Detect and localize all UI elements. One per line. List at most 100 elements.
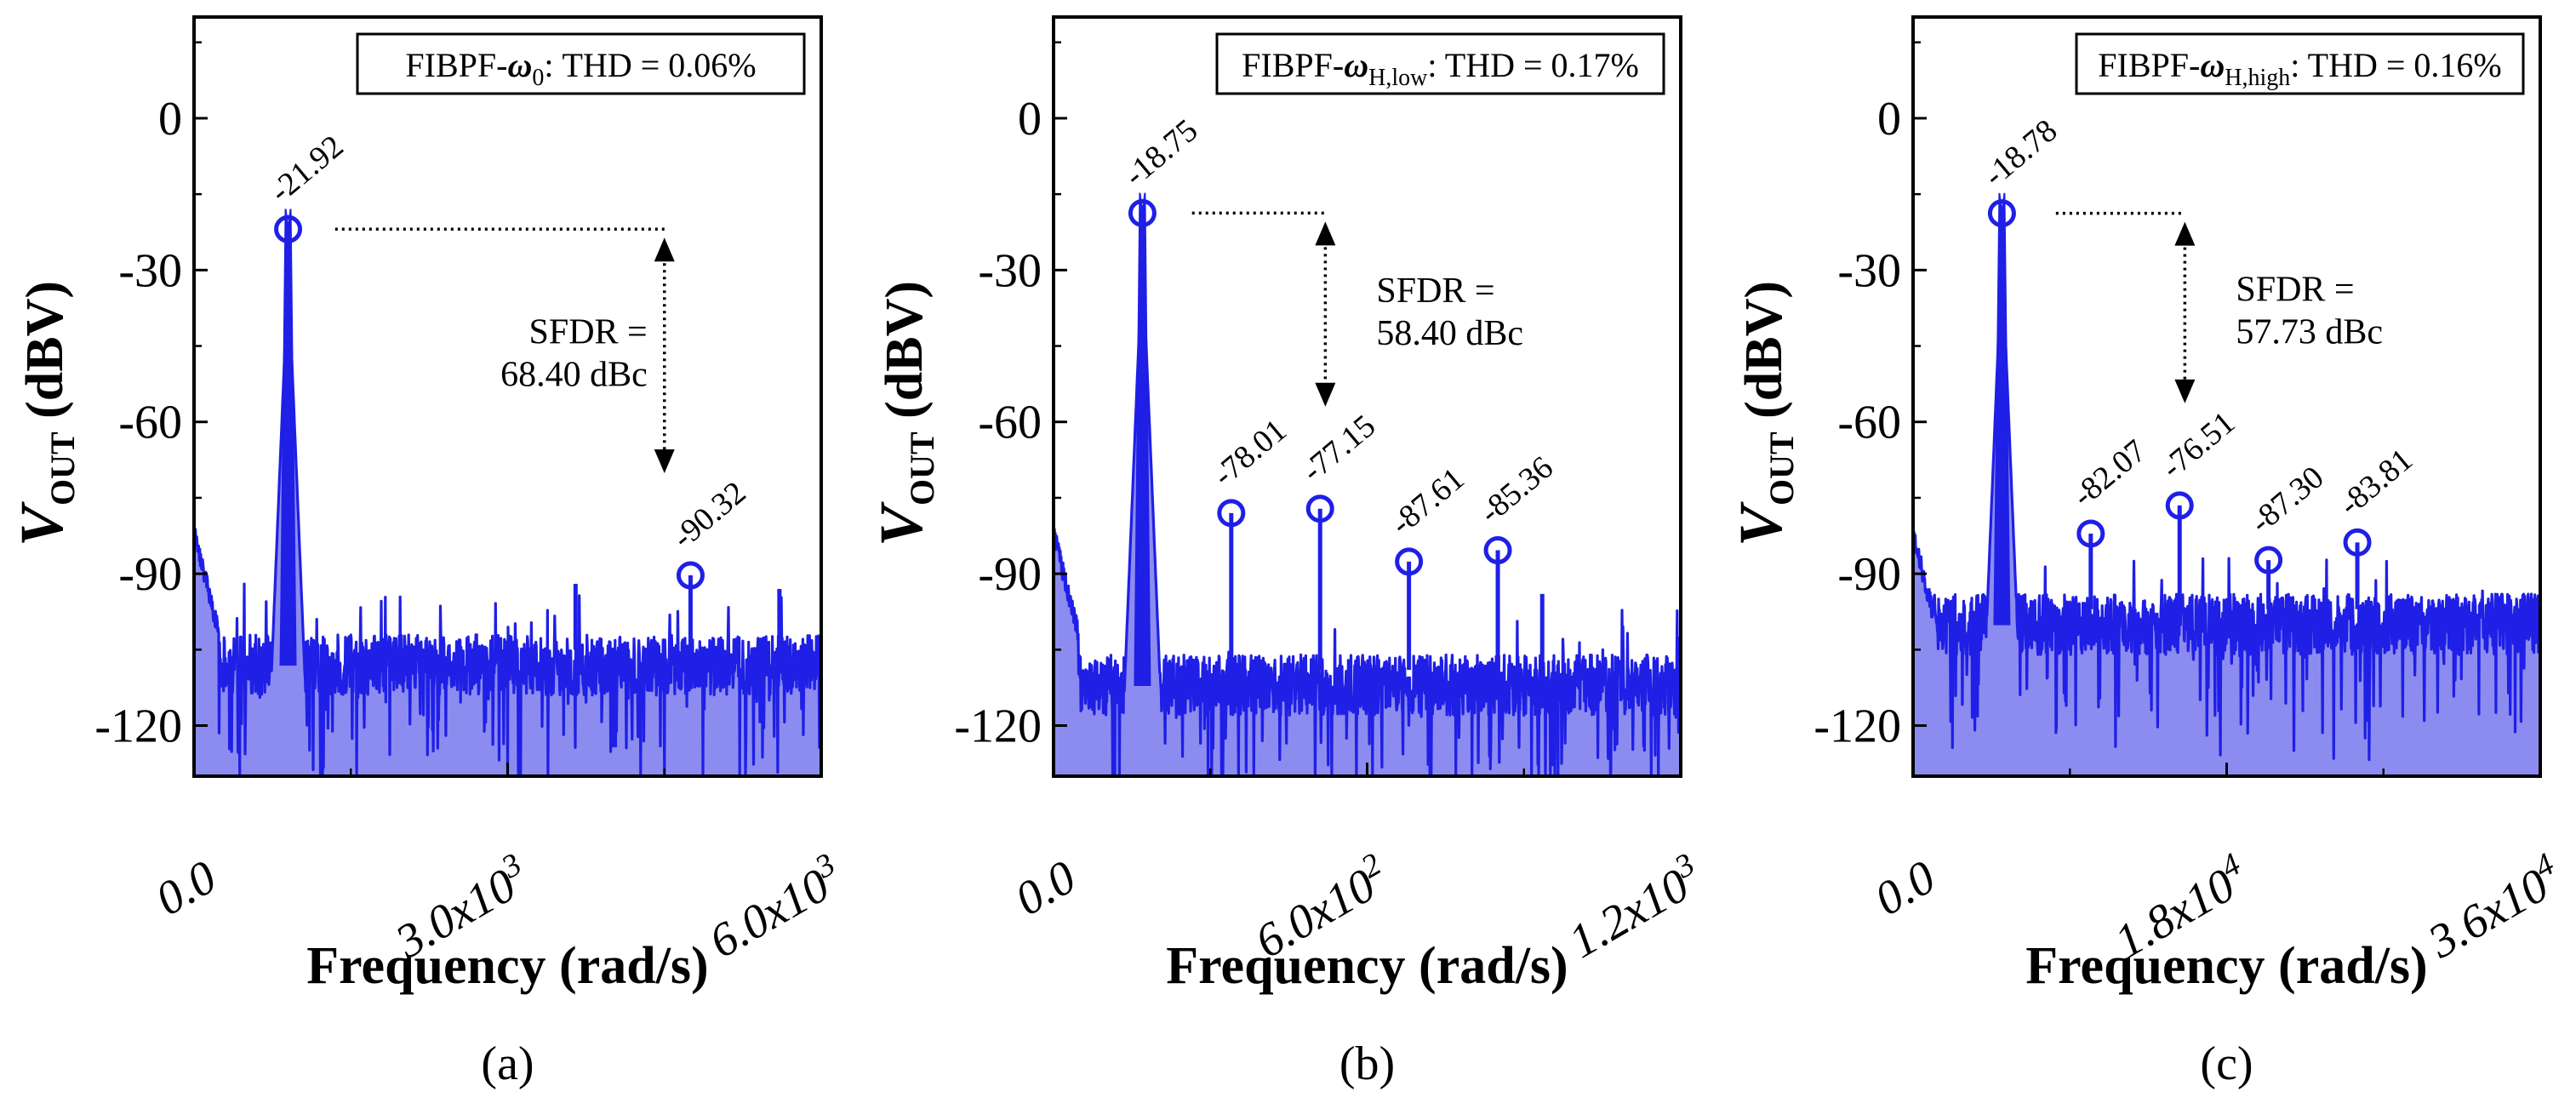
x-axis-title: Frequency (rad/s) <box>306 937 708 995</box>
peak-marker <box>1305 494 1334 523</box>
y-tick-label: -30 <box>1837 244 1901 297</box>
thd-value: : THD = 0.06% <box>544 46 756 84</box>
thd-legend-box <box>356 32 806 95</box>
x-tick-label: 0.0 <box>1007 851 1085 927</box>
thd-prefix: FIBPF- <box>405 46 507 84</box>
x-tick-label-base: 3.6x10 <box>2419 859 2558 969</box>
peak-marker <box>2254 546 2283 574</box>
x-axis-title: Frequency (rad/s) <box>2025 937 2427 995</box>
x-tick-label-base: 0.0 <box>1007 851 1085 927</box>
y-axis-title-symbol: V <box>8 501 76 546</box>
y-axis-title-unit: (dBV) <box>876 281 934 431</box>
omega-subscript: 0 <box>532 65 544 91</box>
peak-value-label: -87.30 <box>2243 460 2330 540</box>
y-axis-title-symbol: V <box>1727 501 1795 546</box>
thd-value: : THD = 0.16% <box>2290 46 2501 84</box>
y-axis-title-unit: (dBV) <box>1735 281 1793 431</box>
y-tick-label: -120 <box>94 700 182 753</box>
x-tick-label-base: 0.0 <box>147 851 226 927</box>
omega-symbol: ω <box>1344 46 1368 84</box>
x-tick-label: 6.0x103 <box>698 846 852 969</box>
y-axis-title: VOUT (dBV) <box>8 281 82 546</box>
chart-panel-2: -18.75 -78.01 -77.15-87.61 -85.36 SFDR =58.4… <box>867 15 1711 1090</box>
thd-legend-text: FIBPF-ω0: THD = 0.06% <box>405 46 756 91</box>
peak-marker <box>274 214 303 243</box>
peak-value-label: -76.51 <box>2155 405 2242 486</box>
y-axis-title-subscript: OUT <box>1762 431 1801 506</box>
peak-marker <box>1395 547 1424 576</box>
omega-symbol: ω <box>507 46 532 84</box>
sfdr-label-line1: SFDR = <box>2236 270 2354 309</box>
sfdr-arrow-head-up <box>654 237 675 262</box>
x-tick-label-base: 1.2x10 <box>1560 859 1698 969</box>
y-tick-label: -120 <box>954 700 1042 753</box>
y-axis-title-symbol: V <box>867 501 935 546</box>
peak-value-label: -83.81 <box>2333 442 2419 523</box>
x-tick-label: 0.0 <box>147 851 226 927</box>
peak-marker <box>2076 519 2105 548</box>
spectrum-line <box>1913 255 2540 762</box>
peak-marker <box>1217 499 1246 528</box>
sfdr-arrow-head-down <box>654 449 675 474</box>
thd-legend-box <box>1215 32 1665 95</box>
sfdr-arrow-head-down <box>2174 379 2196 403</box>
peak-value-label: -18.75 <box>1117 112 1204 193</box>
chart-panel-1: -21.92 -90.32 SFDR = 68.40 dBc 0 -30 -60 -90 -12… <box>8 15 852 1090</box>
y-tick-label: -60 <box>118 397 182 449</box>
thd-legend-text: FIBPF-ωH,high: THD = 0.16% <box>2098 46 2501 91</box>
spectrum-line <box>1054 255 1681 776</box>
y-tick-label: 0 <box>1877 93 1901 146</box>
peak-value-label: -78.01 <box>1207 412 1294 493</box>
peak-value-label: -21.92 <box>263 129 350 209</box>
peak-marker <box>1987 199 2016 228</box>
thd-value: : THD = 0.17% <box>1427 46 1638 84</box>
x-tick-label-base: 0.0 <box>1866 851 1945 927</box>
peak-marker <box>676 561 705 590</box>
x-tick-label: 1.2x103 <box>1557 846 1711 969</box>
sfdr-arrow-head-down <box>1315 382 1336 407</box>
sfdr-label-line1: SFDR = <box>529 313 648 352</box>
sfdr-label-line2: 68.40 dBc <box>500 356 648 395</box>
x-tick-label: 0.0 <box>1866 851 1945 927</box>
peak-value-label: -90.32 <box>665 475 752 556</box>
omega-subscript: H,high <box>2225 65 2290 91</box>
sfdr-arrow-head-up <box>2174 221 2196 246</box>
y-tick-label: -60 <box>1837 397 1901 449</box>
sfdr-label-line1: SFDR = <box>1376 271 1494 311</box>
omega-subscript: H,low <box>1368 65 1428 91</box>
peak-value-label: -77.15 <box>1295 408 1382 489</box>
y-axis-title: VOUT (dBV) <box>867 281 941 546</box>
fundamental-peak <box>279 209 297 666</box>
y-tick-label: -90 <box>1837 548 1901 601</box>
peak-marker <box>2343 528 2372 557</box>
peak-marker <box>1483 536 1512 565</box>
thd-legend-text: FIBPF-ωH,low: THD = 0.17% <box>1242 46 1639 91</box>
x-tick-label: 3.6x104 <box>2417 846 2572 969</box>
y-tick-label: -90 <box>978 548 1042 601</box>
y-axis-title-subscript: OUT <box>43 431 82 506</box>
panel-label: (b) <box>1339 1037 1395 1090</box>
y-axis-title-subscript: OUT <box>903 431 941 506</box>
fundamental-peak <box>1134 192 1151 686</box>
panel-label: (c) <box>2200 1037 2253 1090</box>
spectrum-line <box>194 268 821 776</box>
fundamental-peak <box>1993 192 2011 626</box>
y-tick-label: -30 <box>978 244 1042 297</box>
y-tick-label: -30 <box>118 244 182 297</box>
y-tick-label: -90 <box>118 548 182 601</box>
thd-legend-box <box>2075 32 2525 95</box>
sfdr-arrow-head-up <box>1315 221 1336 246</box>
y-axis-title-unit: (dBV) <box>16 281 74 431</box>
peak-value-label: -18.78 <box>1977 112 2064 193</box>
y-tick-label: -60 <box>978 397 1042 449</box>
peak-value-label: -85.36 <box>1473 449 1560 530</box>
thd-prefix: FIBPF- <box>2098 46 2200 84</box>
y-tick-label: -120 <box>1813 700 1901 753</box>
chart-panel-3: -18.78 -82.07 -76.51-87.30 -83.81 SFDR =57.7… <box>1727 15 2572 1090</box>
peak-value-label: -82.07 <box>2066 433 2153 514</box>
sfdr-label-line2: 57.73 dBc <box>2236 312 2383 351</box>
y-axis-title: VOUT (dBV) <box>1727 281 1801 546</box>
y-tick-label: 0 <box>1018 93 1042 146</box>
x-axis-title: Frequency (rad/s) <box>1166 937 1568 995</box>
